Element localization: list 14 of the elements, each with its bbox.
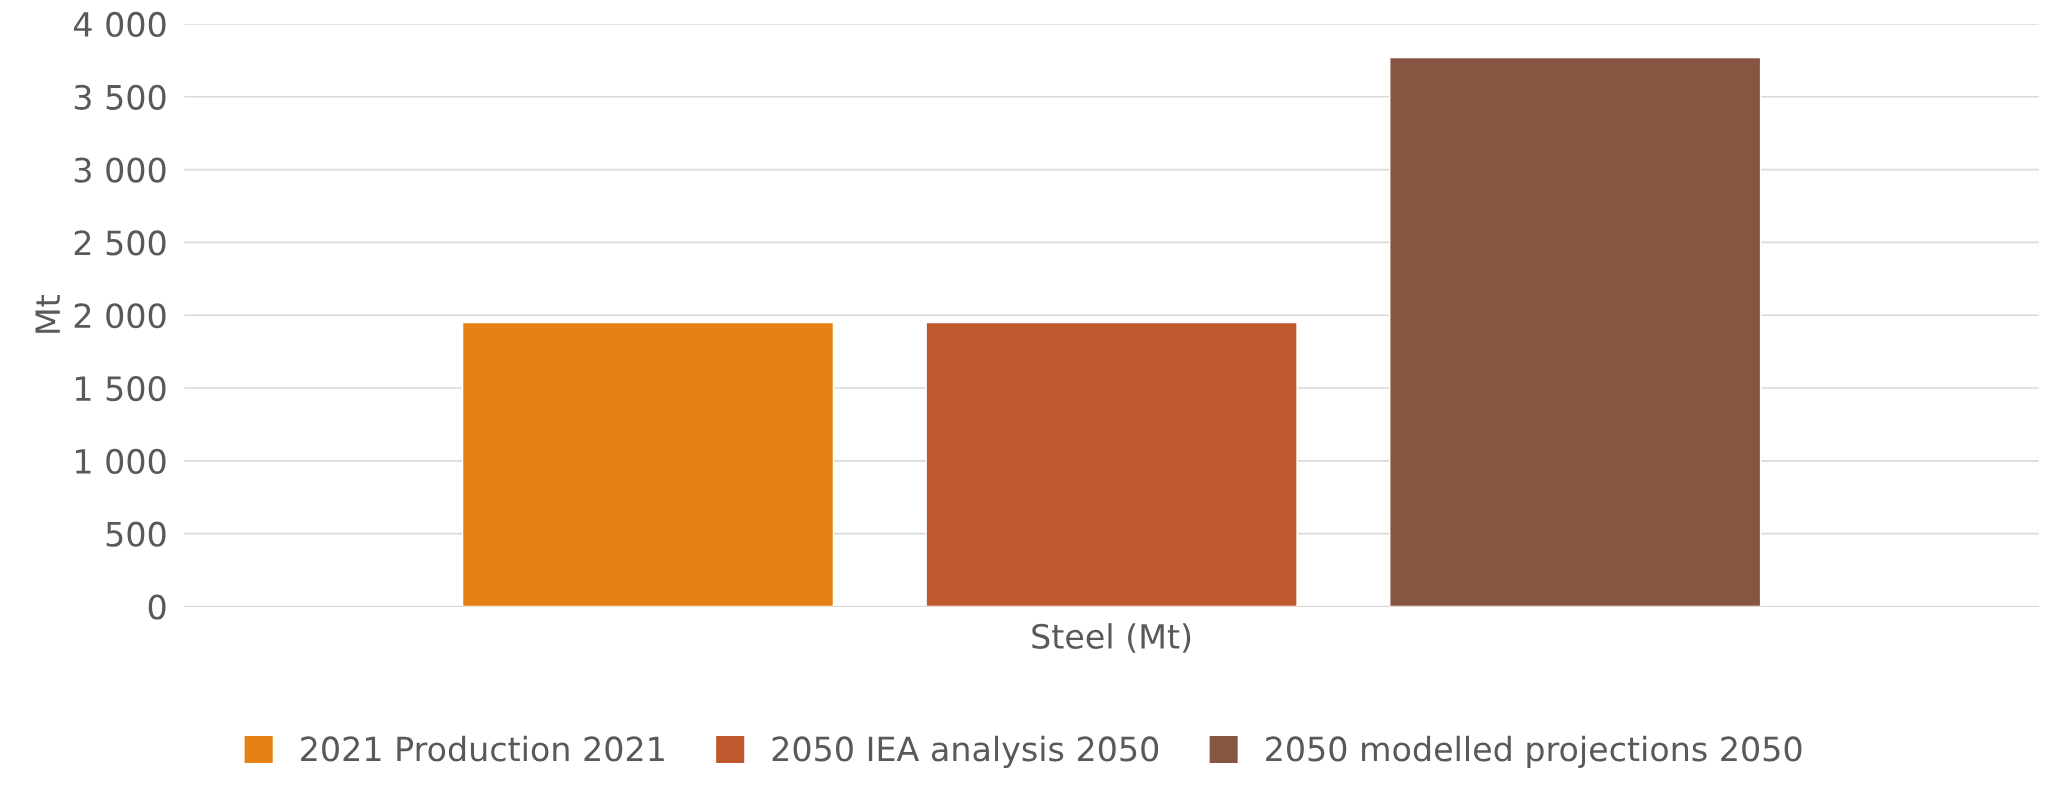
legend-label: 2050 IEA analysis 2050 bbox=[772, 735, 1159, 768]
legend-label: 2021 Production 2021 bbox=[301, 735, 664, 762]
y-tick-label: 4 000 bbox=[73, 11, 166, 38]
legend-label: 2050 modelled projections 2050 bbox=[1266, 735, 1802, 768]
y-tick-label: 1 000 bbox=[75, 448, 166, 474]
y-tick-label: 0 bbox=[148, 594, 166, 620]
y-tick-label: 2 000 bbox=[74, 303, 166, 329]
y-tick-label: 3 000 bbox=[74, 157, 166, 183]
y-tick-label: 3 500 bbox=[74, 84, 166, 110]
y-axis-title: Mt bbox=[35, 295, 60, 333]
x-tick-label: Steel (Mt) bbox=[1032, 623, 1191, 653]
y-tick-label: 2 500 bbox=[74, 230, 166, 256]
y-tick-label: 1 500 bbox=[75, 375, 166, 402]
y-tick-label: 500 bbox=[106, 521, 166, 547]
